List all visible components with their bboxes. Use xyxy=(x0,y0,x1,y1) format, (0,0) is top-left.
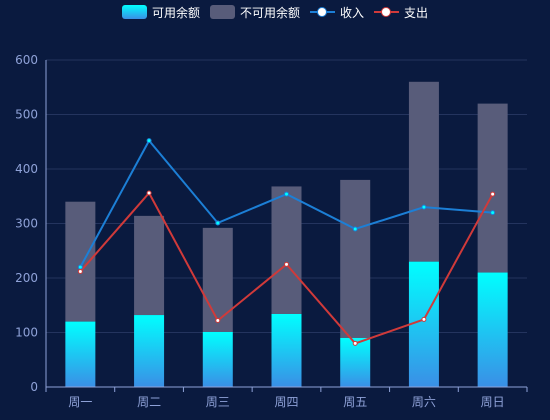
bars xyxy=(65,81,508,387)
legend-label-unavailable: 不可用余额 xyxy=(239,5,300,20)
bar-unavailable[interactable] xyxy=(65,201,96,322)
y-tick-label: 0 xyxy=(30,380,38,394)
point-income[interactable] xyxy=(490,210,496,216)
point-income[interactable] xyxy=(77,264,83,270)
point-income[interactable] xyxy=(352,226,358,232)
point-income[interactable] xyxy=(215,220,221,226)
legend-label-expense: 支出 xyxy=(404,5,429,20)
point-income[interactable] xyxy=(284,191,289,197)
y-tick-label: 600 xyxy=(15,53,38,67)
bar-available[interactable] xyxy=(477,272,508,387)
bar-available[interactable] xyxy=(202,331,233,387)
lines xyxy=(77,138,496,346)
y-tick-label: 500 xyxy=(15,108,38,122)
legend-label-income: 收入 xyxy=(340,5,365,20)
y-tick-label: 400 xyxy=(15,162,38,176)
y-tick-label: 100 xyxy=(15,326,38,340)
bar-available[interactable] xyxy=(65,321,96,387)
legend-swatch-available xyxy=(121,5,147,19)
point-expense[interactable] xyxy=(284,261,289,267)
x-tick-label: 周六 xyxy=(412,395,436,409)
legend-item-available[interactable]: 可用余额 xyxy=(121,3,200,21)
legend-swatch-unavailable xyxy=(209,5,235,19)
y-tick-label: 300 xyxy=(15,217,38,231)
bar-available[interactable] xyxy=(408,261,439,387)
legend-item-unavailable[interactable]: 不可用余额 xyxy=(209,3,300,21)
point-expense[interactable] xyxy=(490,191,496,197)
bar-unavailable[interactable] xyxy=(271,186,302,314)
point-income[interactable] xyxy=(421,204,427,210)
bar-available[interactable] xyxy=(134,315,165,387)
bar-unavailable[interactable] xyxy=(202,227,233,332)
axes: 0 100 200 300 400 500 600 周一 周二 周三 周四 周五 周六 周日 xyxy=(15,53,528,409)
bar-unavailable[interactable] xyxy=(408,81,439,262)
point-income[interactable] xyxy=(146,138,152,144)
bar-unavailable[interactable] xyxy=(340,179,371,338)
point-expense[interactable] xyxy=(146,190,152,196)
bar-available[interactable] xyxy=(271,313,302,387)
bar-unavailable[interactable] xyxy=(134,215,165,316)
legend-item-income[interactable]: 收入 xyxy=(310,3,364,21)
point-expense[interactable] xyxy=(352,340,358,346)
point-expense[interactable] xyxy=(77,268,83,274)
legend-item-expense[interactable]: 支出 xyxy=(374,3,428,21)
legend-line-expense xyxy=(374,5,400,19)
x-tick-label: 周一 xyxy=(68,395,92,409)
legend-line-income xyxy=(310,5,335,19)
x-tick-label: 周二 xyxy=(137,395,161,409)
x-tick-label: 周四 xyxy=(274,395,298,409)
x-tick-label: 周日 xyxy=(481,395,505,409)
x-tick-label: 周五 xyxy=(343,395,367,409)
point-expense[interactable] xyxy=(421,316,427,322)
x-tick-label: 周三 xyxy=(206,395,230,409)
point-expense[interactable] xyxy=(215,318,221,324)
legend: 可用余额 不可用余额 收入 支出 xyxy=(0,3,550,21)
bar-unavailable[interactable] xyxy=(477,103,508,273)
y-tick-label: 200 xyxy=(15,271,38,285)
bar-available[interactable] xyxy=(340,337,371,387)
legend-label-available: 可用余额 xyxy=(151,5,200,20)
